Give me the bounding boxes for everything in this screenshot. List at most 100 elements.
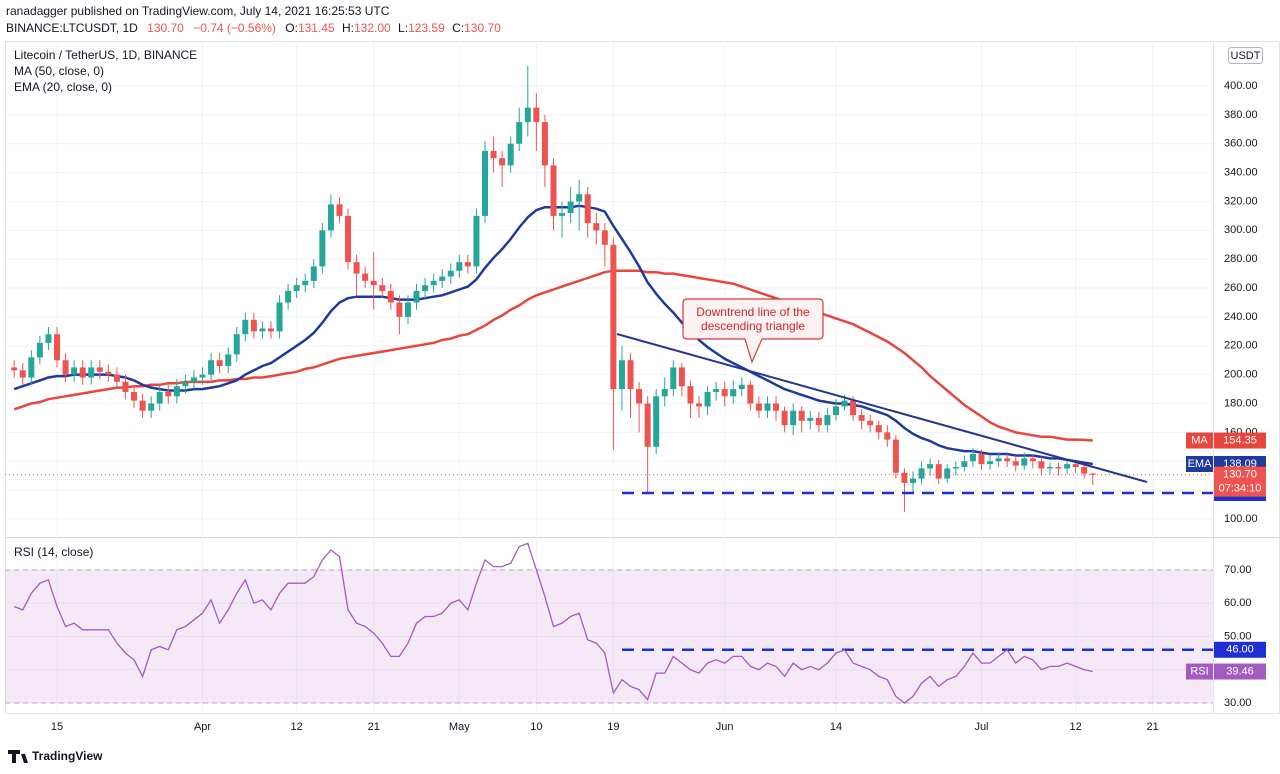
candle-body — [927, 464, 934, 469]
candle-body — [576, 194, 583, 202]
candle-body — [987, 461, 994, 465]
last-price-badge — [1214, 466, 1266, 497]
x-tick-label: 12 — [1070, 721, 1082, 733]
candle-body — [302, 280, 309, 286]
candle-body — [653, 396, 660, 447]
candle-body — [225, 354, 232, 366]
y-tick-label: 320.00 — [1224, 195, 1258, 207]
candle-body — [995, 458, 1002, 462]
candle-body — [867, 420, 874, 426]
change: −0.74 (−0.56%) — [193, 21, 276, 35]
candle-body — [182, 381, 189, 387]
y-tick-label: 240.00 — [1224, 311, 1258, 323]
y-tick-label: 60.00 — [1224, 597, 1252, 609]
y-tick-label: 380.00 — [1224, 109, 1258, 121]
candle-body — [1021, 458, 1028, 466]
symbol-line: BINANCE:LTCUSDT, 1D 130.70 −0.74 (−0.56%… — [6, 21, 501, 35]
candle-body — [670, 367, 677, 390]
candle-body — [96, 367, 103, 372]
candle-body — [71, 367, 78, 375]
candle-body — [1072, 464, 1079, 468]
candle-body — [430, 280, 437, 286]
candle-body — [790, 410, 797, 426]
candle-body — [45, 334, 52, 343]
candle-body — [131, 391, 138, 401]
x-tick-label: 12 — [291, 721, 303, 733]
badge-name-box — [1186, 432, 1213, 449]
currency-label[interactable]: USDT — [1231, 50, 1261, 62]
trend-line — [616, 333, 1148, 483]
candle-body — [618, 360, 625, 390]
candle-body — [507, 143, 514, 166]
candle-body — [892, 439, 899, 473]
candle-body — [233, 334, 240, 355]
author-line: ranadagger published on TradingView.com,… — [6, 4, 390, 18]
candle-body — [601, 230, 608, 245]
candle-body — [310, 266, 317, 281]
candle-body — [473, 215, 480, 267]
ohlc-value: 131.45 — [298, 21, 335, 35]
y-tick-label: 300.00 — [1224, 224, 1258, 236]
candle-body — [661, 389, 668, 397]
candle-body — [404, 302, 411, 317]
ohlc-value: 132.00 — [354, 21, 391, 35]
candle-body — [379, 285, 386, 291]
candle-body — [327, 204, 334, 231]
candle-body — [79, 367, 86, 378]
callout-text: descending triangle — [701, 319, 805, 333]
candle-body — [293, 285, 300, 291]
candle-body — [644, 403, 651, 447]
candle-body — [148, 403, 155, 411]
price-badge-label: 46.00 — [1226, 644, 1254, 656]
y-tick-label: 220.00 — [1224, 340, 1258, 352]
candle-body — [387, 290, 394, 303]
candle-body — [62, 360, 69, 375]
y-tick-label: 30.00 — [1224, 697, 1252, 709]
candle-body — [447, 270, 454, 277]
candle-body — [901, 472, 908, 483]
rsi-line — [13, 542, 1093, 704]
candle-body — [250, 319, 257, 332]
y-tick-label: 340.00 — [1224, 167, 1258, 179]
footer-brand: TradingView — [32, 749, 103, 763]
candle-body — [105, 371, 112, 375]
candle-body — [173, 386, 180, 397]
candle-body — [113, 374, 120, 382]
price-badge-label: 154.35 — [1223, 434, 1257, 446]
y-tick-label: 360.00 — [1224, 138, 1258, 150]
candle-body — [490, 150, 497, 159]
last-price: 130.70 — [147, 21, 184, 35]
candle-body — [464, 262, 471, 267]
candle-body — [336, 204, 343, 216]
candle-body — [19, 370, 26, 378]
currency-button[interactable] — [1228, 47, 1263, 64]
candle-body — [1055, 467, 1062, 469]
candle-body — [678, 367, 685, 387]
candle-body — [721, 389, 728, 397]
candle-body — [88, 367, 95, 378]
ohlc-key: O: — [285, 21, 298, 35]
badge-name-box — [1186, 455, 1213, 472]
candle-body — [285, 290, 292, 303]
x-tick-label: May — [449, 721, 470, 733]
candle-body — [773, 403, 780, 411]
candle-body — [11, 367, 18, 371]
x-tick-label: 21 — [368, 721, 380, 733]
candle-body — [884, 432, 891, 440]
candle-body — [730, 389, 737, 397]
candle-body — [952, 467, 959, 469]
price-badge — [1214, 432, 1266, 449]
candle-body — [242, 319, 249, 335]
price-badge-label: 39.46 — [1226, 665, 1254, 677]
candle-body — [764, 403, 771, 411]
candle-body — [1012, 461, 1019, 466]
candle-body — [935, 464, 942, 479]
candle-body — [199, 374, 206, 378]
candle-body — [54, 334, 60, 361]
x-tick-label: 21 — [1147, 721, 1159, 733]
candle-body — [1089, 473, 1096, 475]
candle-body — [798, 410, 805, 421]
candle-body — [567, 201, 574, 214]
candle-body — [713, 389, 720, 392]
candle-body — [550, 165, 557, 216]
